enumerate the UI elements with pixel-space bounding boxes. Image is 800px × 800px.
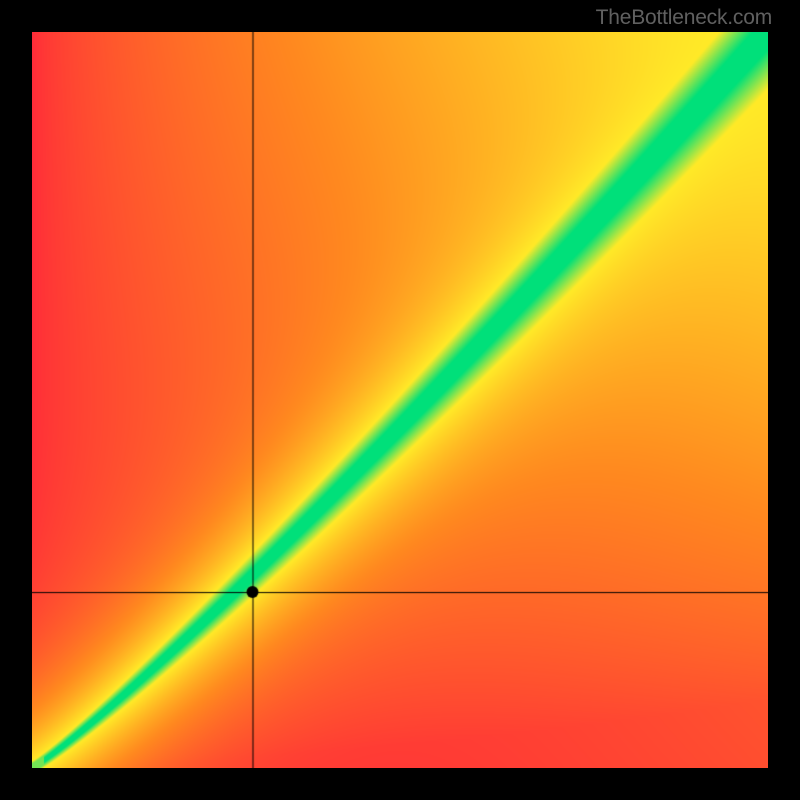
bottleneck-heatmap bbox=[32, 32, 768, 768]
watermark-text: TheBottleneck.com bbox=[596, 6, 772, 30]
chart-container: TheBottleneck.com bbox=[0, 0, 800, 800]
